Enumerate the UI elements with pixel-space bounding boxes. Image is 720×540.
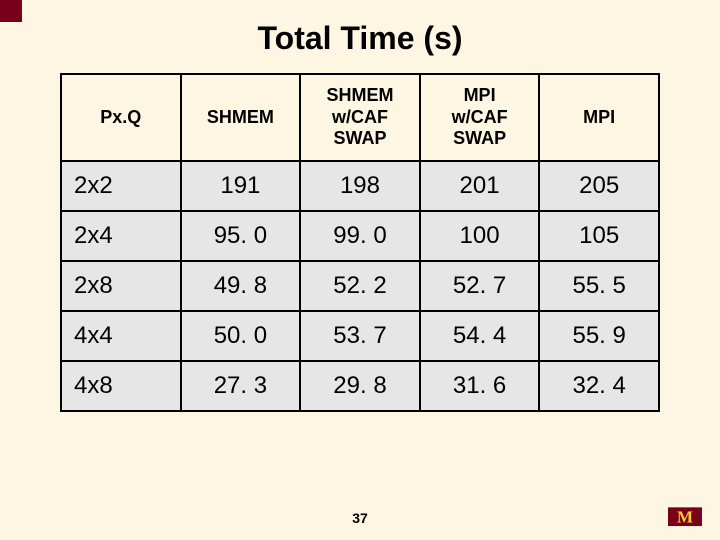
col-pxq: Px.Q (61, 74, 181, 161)
cell: 205 (539, 161, 659, 211)
cell: 55. 9 (539, 311, 659, 361)
cell: 201 (420, 161, 540, 211)
cell: 27. 3 (181, 361, 301, 411)
cell: 100 (420, 211, 540, 261)
cell: 55. 5 (539, 261, 659, 311)
table-row: 2x4 95. 0 99. 0 100 105 (61, 211, 659, 261)
cell: 95. 0 (181, 211, 301, 261)
cell: 105 (539, 211, 659, 261)
page-title: Total Time (s) (0, 20, 720, 57)
table-row: 2x2 191 198 201 205 (61, 161, 659, 211)
cell: 2x8 (61, 261, 181, 311)
corner-accent (0, 0, 22, 22)
slide: Total Time (s) Px.Q SHMEM SHMEM w/CAF SW… (0, 0, 720, 540)
cell: 2x2 (61, 161, 181, 211)
cell: 53. 7 (300, 311, 420, 361)
umn-logo-icon: M (668, 500, 702, 530)
col-mpi-caf: MPI w/CAF SWAP (420, 74, 540, 161)
cell: 4x4 (61, 311, 181, 361)
cell: 49. 8 (181, 261, 301, 311)
table-row: 4x4 50. 0 53. 7 54. 4 55. 9 (61, 311, 659, 361)
col-shmem: SHMEM (181, 74, 301, 161)
timing-table: Px.Q SHMEM SHMEM w/CAF SWAP MPI w/CAF SW… (60, 73, 660, 412)
cell: 29. 8 (300, 361, 420, 411)
cell: 99. 0 (300, 211, 420, 261)
cell: 198 (300, 161, 420, 211)
cell: 52. 7 (420, 261, 540, 311)
table-header-row: Px.Q SHMEM SHMEM w/CAF SWAP MPI w/CAF SW… (61, 74, 659, 161)
col-mpi: MPI (539, 74, 659, 161)
table-row: 4x8 27. 3 29. 8 31. 6 32. 4 (61, 361, 659, 411)
cell: 50. 0 (181, 311, 301, 361)
cell: 4x8 (61, 361, 181, 411)
cell: 52. 2 (300, 261, 420, 311)
page-number: 37 (0, 510, 720, 526)
cell: 191 (181, 161, 301, 211)
table-row: 2x8 49. 8 52. 2 52. 7 55. 5 (61, 261, 659, 311)
cell: 32. 4 (539, 361, 659, 411)
cell: 54. 4 (420, 311, 540, 361)
svg-text:M: M (677, 508, 693, 527)
cell: 31. 6 (420, 361, 540, 411)
col-shmem-caf: SHMEM w/CAF SWAP (300, 74, 420, 161)
cell: 2x4 (61, 211, 181, 261)
